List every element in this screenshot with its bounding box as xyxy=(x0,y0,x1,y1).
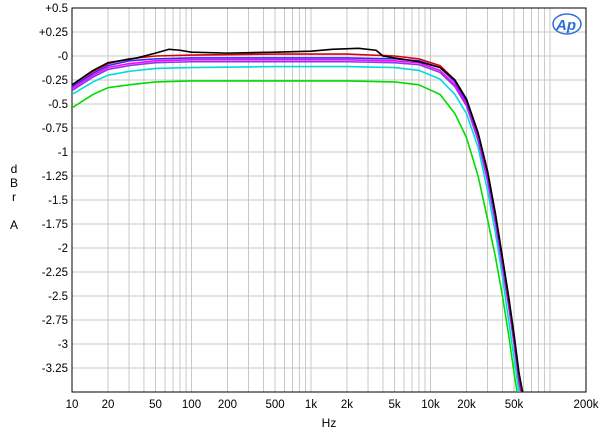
x-tick-label: 50k xyxy=(505,399,524,411)
x-tick-label: 100 xyxy=(182,399,201,411)
y-tick-label: -1 xyxy=(58,147,68,159)
series-line-5 xyxy=(72,57,523,392)
y-axis-label-char: B xyxy=(10,176,18,190)
ap-logo: Ap xyxy=(552,13,582,35)
x-tick-label: 5k xyxy=(388,399,400,411)
y-tick-label: -3 xyxy=(58,339,68,351)
series-line-2 xyxy=(72,65,520,392)
x-tick-label: 200 xyxy=(218,399,237,411)
y-axis-label-char: d xyxy=(11,162,18,176)
x-tick-label: 500 xyxy=(265,399,284,411)
x-tick-label: 50 xyxy=(149,399,162,411)
series-line-7 xyxy=(72,47,524,392)
plot-frame xyxy=(71,7,587,393)
x-tick-label: 1k xyxy=(305,399,317,411)
series-line-1 xyxy=(72,80,518,392)
x-tick-label: 2k xyxy=(341,399,353,411)
y-tick-label: -0 xyxy=(58,51,68,63)
x-tick-labels: 10 20 50 100 200 500 1k 2k 5k 10k 20k 50k 200k xyxy=(66,399,599,411)
y-tick-label: -1.5 xyxy=(48,195,68,207)
y-tick-label: -2 xyxy=(58,243,68,255)
x-axis-label: Hz xyxy=(322,416,337,430)
y-tick-label: -1.75 xyxy=(42,219,68,231)
ap-logo-text: Ap xyxy=(555,17,576,34)
y-tick-label: -0.25 xyxy=(42,75,68,87)
y-tick-label: -2.25 xyxy=(42,267,68,279)
y-tick-label: +0.5 xyxy=(45,3,68,15)
y-tick-label: -0.5 xyxy=(48,99,68,111)
ap-logo-ring xyxy=(552,13,582,35)
y-axis-label-char: A xyxy=(10,218,18,232)
series-line-6 xyxy=(72,53,523,392)
x-tick-label: 10 xyxy=(66,399,79,411)
grid xyxy=(72,8,586,392)
y-tick-label: -2.5 xyxy=(48,291,68,303)
x-tick-label: 20 xyxy=(102,399,115,411)
x-tick-label: 200k xyxy=(574,399,599,411)
x-tick-label: 10k xyxy=(421,399,440,411)
y-tick-label: -0.75 xyxy=(42,123,68,135)
y-tick-labels: +0.5 +0.25 -0 -0.25 -0.5 -0.75 -1 -1.25 -1.5 -1.7… xyxy=(39,3,68,375)
series-line-4 xyxy=(72,59,523,392)
x-tick-label: 20k xyxy=(457,399,476,411)
y-tick-label: -1.25 xyxy=(42,171,68,183)
series-group xyxy=(72,47,524,392)
y-tick-label: +0.25 xyxy=(39,27,68,39)
y-tick-label: -2.75 xyxy=(42,315,68,327)
y-tick-label: -3.25 xyxy=(42,363,68,375)
y-axis-label-char: r xyxy=(12,190,16,204)
